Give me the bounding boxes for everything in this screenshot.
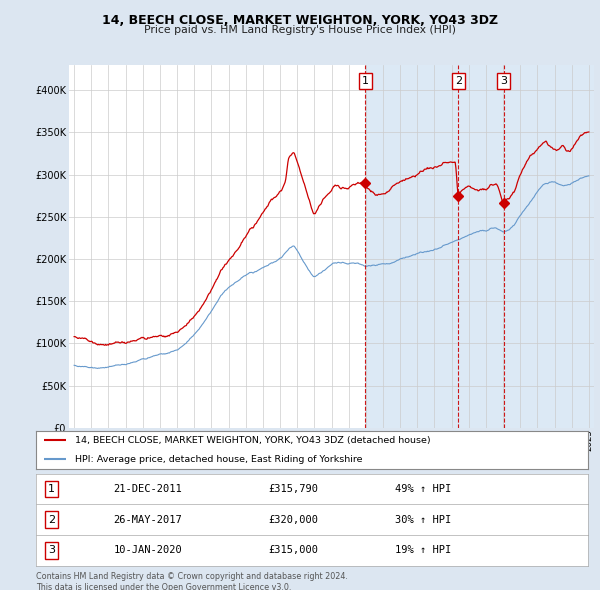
Text: 1: 1 [362, 76, 369, 86]
Text: 26-MAY-2017: 26-MAY-2017 [113, 514, 182, 525]
Text: 2: 2 [455, 76, 462, 86]
Text: 14, BEECH CLOSE, MARKET WEIGHTON, YORK, YO43 3DZ (detached house): 14, BEECH CLOSE, MARKET WEIGHTON, YORK, … [74, 436, 430, 445]
Text: 21-DEC-2011: 21-DEC-2011 [113, 484, 182, 494]
Text: £315,790: £315,790 [268, 484, 318, 494]
Text: 1: 1 [48, 484, 55, 494]
Text: This data is licensed under the Open Government Licence v3.0.: This data is licensed under the Open Gov… [36, 584, 292, 590]
Text: 19% ↑ HPI: 19% ↑ HPI [395, 545, 451, 555]
Text: £315,000: £315,000 [268, 545, 318, 555]
Text: 3: 3 [48, 545, 55, 555]
Text: 30% ↑ HPI: 30% ↑ HPI [395, 514, 451, 525]
Text: Contains HM Land Registry data © Crown copyright and database right 2024.: Contains HM Land Registry data © Crown c… [36, 572, 348, 581]
Bar [365, 65, 600, 428]
Text: 49% ↑ HPI: 49% ↑ HPI [395, 484, 451, 494]
Text: £320,000: £320,000 [268, 514, 318, 525]
Text: HPI: Average price, detached house, East Riding of Yorkshire: HPI: Average price, detached house, East… [74, 455, 362, 464]
Text: 10-JAN-2020: 10-JAN-2020 [113, 545, 182, 555]
Text: 14, BEECH CLOSE, MARKET WEIGHTON, YORK, YO43 3DZ: 14, BEECH CLOSE, MARKET WEIGHTON, YORK, … [102, 14, 498, 27]
Text: Price paid vs. HM Land Registry's House Price Index (HPI): Price paid vs. HM Land Registry's House … [144, 25, 456, 35]
Text: 2: 2 [48, 514, 55, 525]
Text: 3: 3 [500, 76, 507, 86]
